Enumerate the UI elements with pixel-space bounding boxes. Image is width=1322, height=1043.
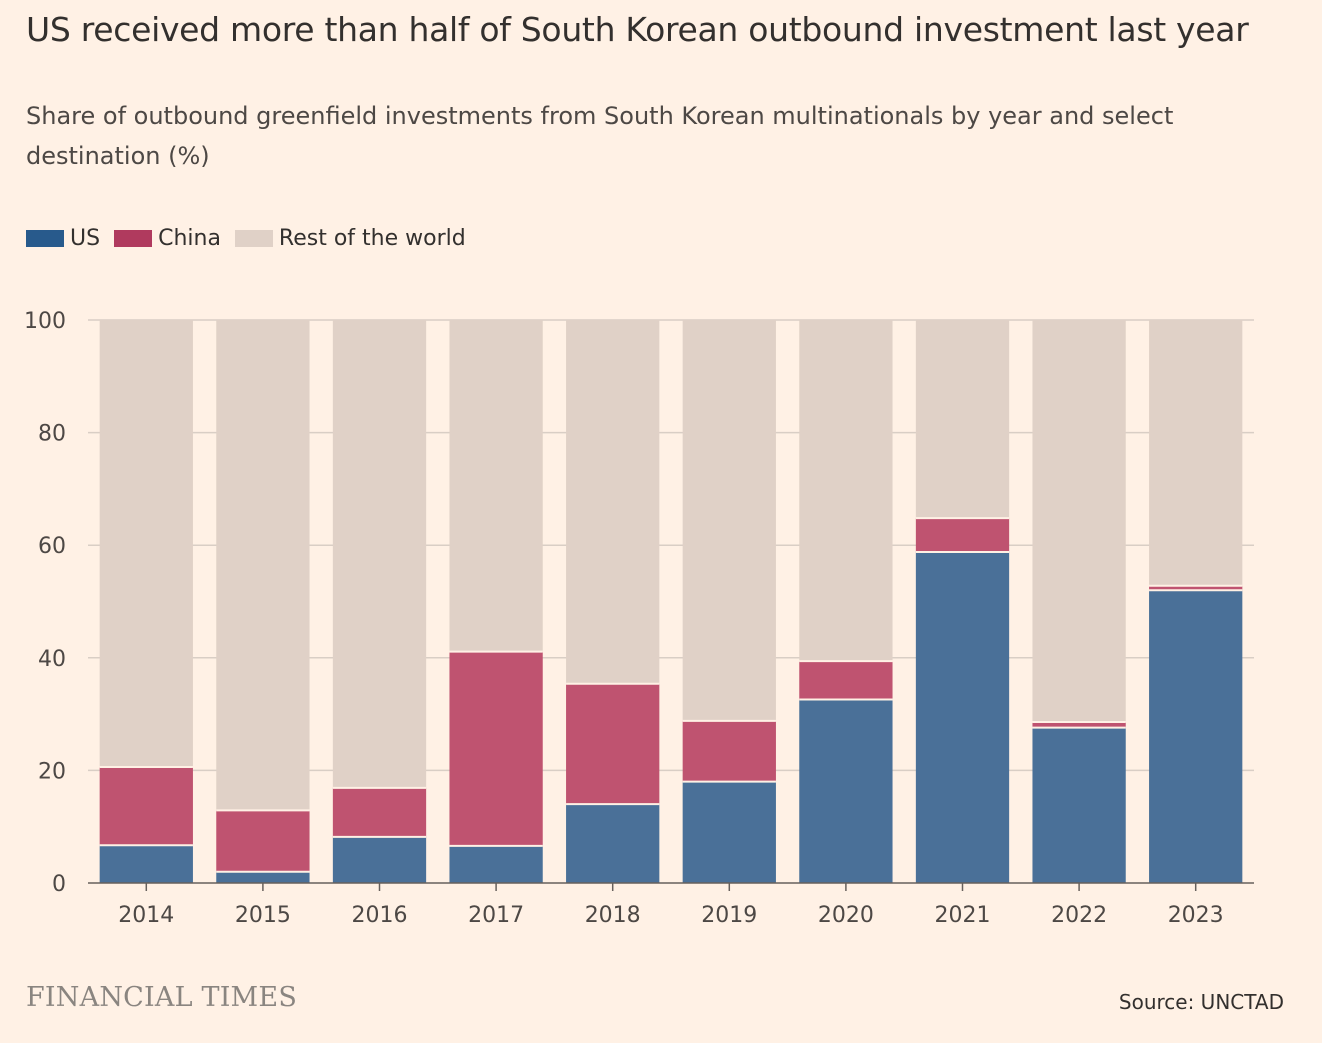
x-tick-label-2021: 2021 [935,903,991,928]
x-tick-label-2015: 2015 [235,903,291,928]
bar-rest-of-the-world-2018 [566,320,660,684]
y-tick-label-80: 80 [38,422,66,447]
bar-group-2014 [99,320,193,883]
bar-rest-of-the-world-2020 [799,320,893,662]
bar-us-2023 [1149,590,1243,883]
y-tick-label-60: 60 [38,534,66,559]
bar-rest-of-the-world-2022 [1032,320,1126,722]
bar-us-2020 [799,699,893,883]
bar-china-2022 [1032,721,1126,728]
bar-group-2021 [915,320,1010,883]
legend-swatch-us [26,230,64,247]
bar-group-2017 [449,320,543,883]
bar-china-2021 [915,518,1010,552]
bar-china-2020 [799,661,893,700]
bar-rest-of-the-world-2023 [1149,320,1243,586]
bar-us-2022 [1032,727,1126,883]
bar-us-2021 [915,551,1010,883]
bar-rest-of-the-world-2021 [915,320,1010,519]
bar-group-2022 [1032,320,1126,883]
bar-china-2015 [216,810,310,872]
y-tick-label-20: 20 [38,759,66,784]
x-tick-label-2018: 2018 [585,903,641,928]
bar-china-2016 [332,787,427,837]
bar-us-2015 [216,871,310,883]
bar-rest-of-the-world-2016 [332,320,427,788]
bar-us-2016 [332,836,427,883]
bar-rest-of-the-world-2017 [449,320,543,652]
bar-rest-of-the-world-2015 [216,320,310,811]
legend-label-china: China [158,226,221,251]
legend-item-china: China [114,226,221,251]
bar-china-2017 [449,651,543,846]
stacked-bar-chart: 0 20 40 60 80 100 2014 2015 2016 2017 2018 2019 2020… [24,309,1254,928]
legend-label-us: US [70,226,101,251]
bar-group-2023 [1149,320,1243,883]
chart-title: US received more than half of South Kore… [26,10,1249,49]
legend-swatch-rest [234,230,273,247]
x-tick-label-2017: 2017 [468,903,524,928]
chart-subtitle: Share of outbound greenfield investments… [26,102,1174,170]
legend: US China Rest of the world [26,226,480,251]
bar-group-2015 [216,320,310,883]
x-tick-label-2022: 2022 [1051,903,1107,928]
bar-group-2018 [566,320,660,883]
y-tick-label-0: 0 [52,872,66,897]
legend-swatch-china [114,230,153,247]
legend-item-us: US [26,226,100,251]
bar-group-2020 [799,320,893,883]
x-tick-label-2020: 2020 [818,903,874,928]
bar-us-2014 [99,845,193,883]
source-note: Source: UNCTAD [1118,990,1284,1014]
x-tick-label-2023: 2023 [1168,903,1224,928]
bar-us-2019 [682,781,776,883]
legend-label-rest: Rest of the world [278,226,466,251]
legend-item-rest: Rest of the world [234,226,466,251]
y-tick-label-100: 100 [24,309,66,334]
bar-china-2019 [682,720,776,782]
y-tick-label-40: 40 [38,647,66,672]
bar-us-2017 [449,845,543,883]
ft-logo: FINANCIAL TIMES [26,982,298,1013]
bar-rest-of-the-world-2019 [682,320,776,721]
x-tick-label-2016: 2016 [352,903,408,928]
bar-group-2019 [682,320,776,883]
bar-rest-of-the-world-2014 [99,320,193,768]
bar-us-2018 [566,804,660,883]
bar-china-2014 [99,767,193,846]
bar-china-2023 [1149,585,1243,591]
x-tick-label-2019: 2019 [701,903,757,928]
bar-group-2016 [332,320,427,883]
bar-china-2018 [566,683,660,805]
x-tick-label-2014: 2014 [118,903,174,928]
